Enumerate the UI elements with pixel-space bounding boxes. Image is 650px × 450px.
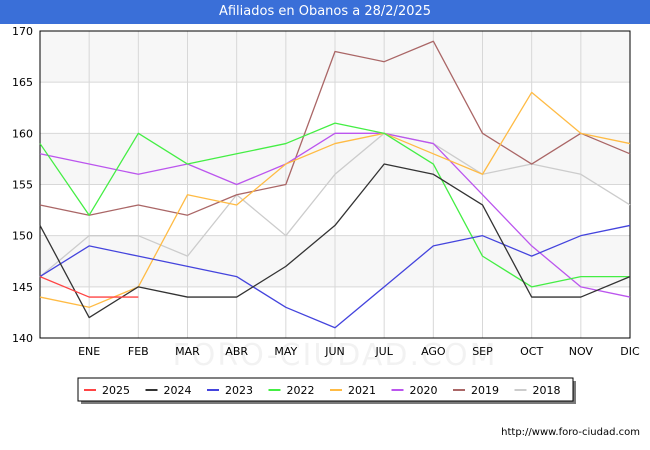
series-lines <box>39 40 631 329</box>
y-tick-label: 145 <box>12 281 33 294</box>
x-tick-label: ABR <box>225 345 248 358</box>
plot-frame <box>39 30 631 339</box>
legend-label-2021: 2021 <box>348 384 376 397</box>
series-line-2024 <box>39 163 631 319</box>
legend-label-2019: 2019 <box>471 384 499 397</box>
y-axis-ticks: 140 145 150 155 160 165 170 <box>12 25 33 345</box>
chart-title: Afiliados en Obanos a 28/2/2025 <box>0 0 650 24</box>
y-tick-label: 165 <box>12 76 33 89</box>
y-tick-label: 150 <box>12 230 33 243</box>
series-line-2020 <box>39 132 631 298</box>
y-tick-label: 170 <box>12 25 33 38</box>
x-tick-label: MAY <box>274 345 297 358</box>
x-tick-label: FEB <box>128 345 149 358</box>
legend-label-2025: 2025 <box>102 384 130 397</box>
x-tick-label: NOV <box>569 345 594 358</box>
x-tick-label: OCT <box>520 345 543 358</box>
legend-label-2023: 2023 <box>225 384 253 397</box>
x-tick-label: ENE <box>78 345 100 358</box>
watermark-text: FORO-CIUDAD.COM <box>173 338 498 373</box>
x-tick-label: MAR <box>175 345 200 358</box>
x-axis-ticks: ENE FEB MAR ABR MAY JUN JUL AGO SEP OCT NOV DIC <box>78 345 640 358</box>
x-tick-label: JUN <box>324 345 345 358</box>
legend-label-2022: 2022 <box>287 384 315 397</box>
x-tick-label: DIC <box>620 345 640 358</box>
y-tick-label: 155 <box>12 179 33 192</box>
series-line-2023 <box>39 224 631 329</box>
x-tick-label: SEP <box>472 345 493 358</box>
legend-label-2024: 2024 <box>164 384 192 397</box>
y-tick-label: 160 <box>12 127 33 140</box>
legend: 2025 2024 2023 2022 2021 2020 2019 2018 <box>77 377 576 404</box>
x-tick-label: AGO <box>421 345 446 358</box>
source-url: http://www.foro-ciudad.com <box>501 427 640 438</box>
legend-label-2020: 2020 <box>410 384 438 397</box>
y-tick-label: 140 <box>12 332 33 345</box>
x-tick-label: JUL <box>374 345 393 358</box>
series-line-2022 <box>39 122 630 288</box>
series-line-2019 <box>39 40 631 216</box>
legend-box <box>77 377 574 402</box>
series-line-2025 <box>39 275 139 298</box>
legend-label-2018: 2018 <box>533 384 561 397</box>
